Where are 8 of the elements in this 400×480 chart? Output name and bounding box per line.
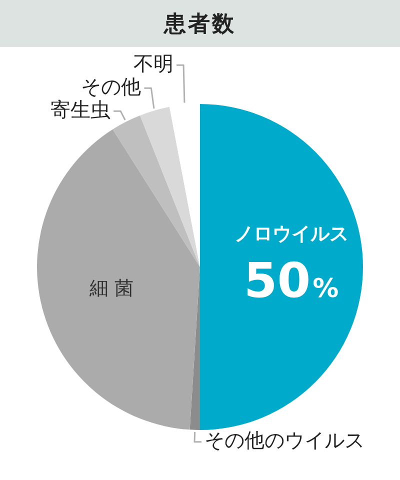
slice-label: 細 菌 [88,278,134,300]
chart-title: 患者数 [164,10,236,38]
slice-label: その他 [81,74,142,98]
slice-label: 不明 [134,51,174,76]
slice-label: その他のウイルス [204,428,365,452]
slice-label: 寄生虫 [50,97,111,122]
data-label: 50% [244,253,339,309]
slice-label: ノロウイルス [234,222,348,245]
